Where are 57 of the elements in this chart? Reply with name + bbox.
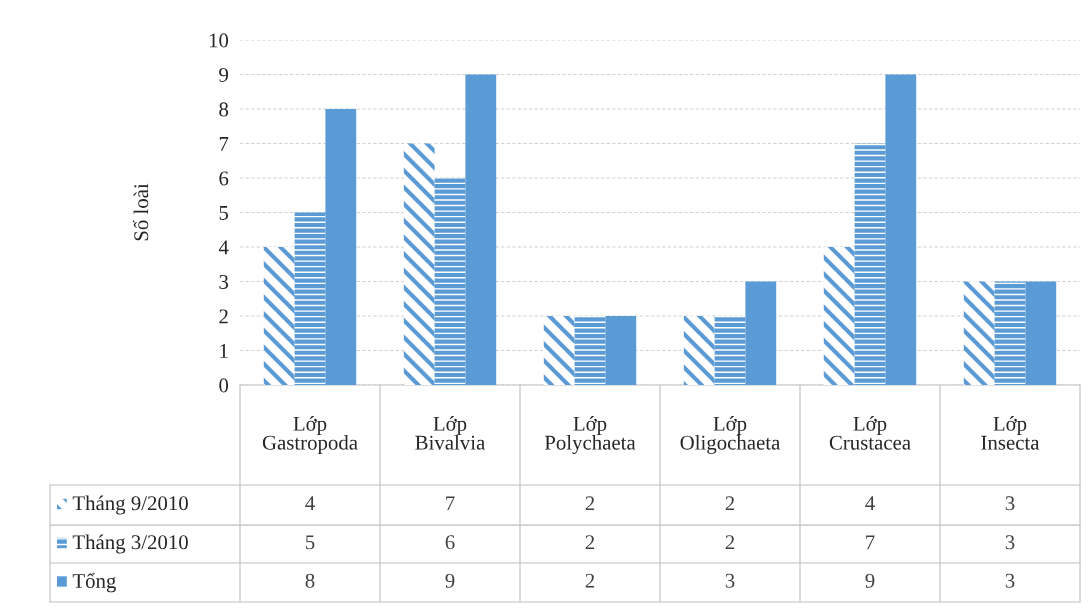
y-tick-label: 3	[219, 274, 229, 289]
bar	[854, 143, 886, 385]
y-tick-label: 4	[218, 240, 229, 255]
bar	[745, 281, 777, 385]
data-label: 2	[725, 535, 735, 550]
legend-label: Tổng	[72, 572, 116, 593]
y-tick-label: 6	[219, 171, 229, 186]
y-tick-label: 10	[209, 33, 229, 48]
data-label: 5	[306, 535, 315, 550]
bar	[294, 212, 326, 385]
data-label: 4	[305, 496, 315, 511]
data-label: 4	[865, 496, 875, 511]
data-label: 7	[446, 496, 455, 511]
data-label: 3	[725, 573, 735, 588]
bar	[1025, 281, 1057, 385]
data-label: 2	[585, 573, 595, 588]
y-tick-label: 8	[219, 102, 229, 117]
legend-label: Tháng 3/2010	[72, 534, 188, 554]
data-label: 3	[1005, 573, 1015, 588]
data-label: 2	[585, 535, 595, 550]
y-tick-label: 7	[219, 137, 229, 151]
x-tick-label: Lớp Oligochaeta	[680, 416, 781, 454]
data-label: 7	[866, 535, 875, 550]
y-tick-label: 5	[219, 206, 229, 220]
y-tick-label: 9	[219, 67, 229, 82]
data-label: 3	[1005, 535, 1015, 550]
x-tick-label: Lớp Polychaeta	[544, 416, 636, 454]
x-tick-label: Lớp Crustacea	[829, 416, 911, 450]
bar	[714, 316, 746, 385]
y-tick-label: 0	[219, 378, 229, 393]
data-label: 9	[865, 573, 875, 588]
x-tick-label: Lớp Gastropoda	[262, 416, 358, 454]
bar	[403, 143, 435, 385]
data-label: 9	[445, 573, 455, 588]
data-label: 6	[445, 535, 455, 550]
data-label: 2	[725, 496, 735, 511]
data-label: 2	[585, 496, 595, 511]
x-tick-label: Lớp Insecta	[981, 416, 1040, 450]
bar	[963, 281, 995, 385]
bar	[465, 74, 497, 385]
bar	[605, 316, 637, 385]
x-tick-label: Lớp Bivalvia	[415, 416, 486, 450]
legend-label: Tháng 9/2010	[72, 495, 188, 515]
y-tick-label: 1	[220, 343, 228, 358]
bar	[885, 74, 917, 385]
bar	[543, 316, 575, 385]
bar	[994, 281, 1026, 385]
bar	[823, 247, 855, 385]
bar	[683, 316, 715, 385]
bar	[574, 316, 606, 385]
y-axis-title: Số loài	[132, 183, 149, 241]
bar	[325, 109, 357, 385]
data-label: 8	[305, 573, 315, 588]
y-tick-label: 2	[219, 309, 228, 324]
bar	[434, 178, 466, 385]
bar	[263, 247, 295, 385]
data-label: 3	[1005, 496, 1015, 511]
